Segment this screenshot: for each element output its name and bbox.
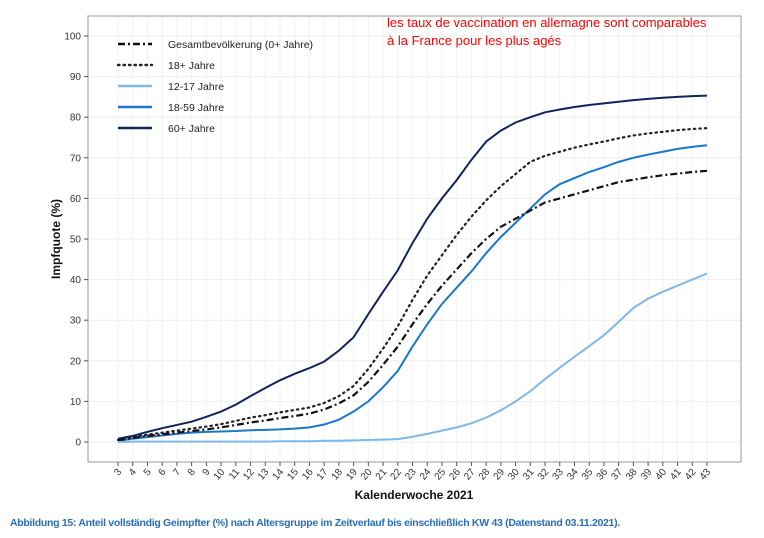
y-tick-label: 0 [75,438,81,449]
x-tick-label: 14 [271,467,287,483]
x-tick-label: 26 [447,467,463,483]
annotation-line-2: à la France pour les plus agés [387,33,562,48]
x-tick-label: 19 [344,467,360,483]
x-tick-label: 25 [433,467,449,483]
figure-caption: Abbildung 15: Anteil vollständig Geimpft… [10,517,620,529]
x-tick-label: 41 [668,467,684,483]
x-tick-label: 17 [315,467,331,483]
x-tick-label: 24 [418,467,434,483]
series-line-3 [117,144,708,442]
x-tick-label: 27 [462,467,478,483]
x-tick-label: 30 [506,467,522,483]
x-tick-label: 13 [256,467,272,483]
y-tick-label: 10 [70,397,82,408]
annotation-note: les taux de vaccination en allemagne son… [387,14,706,50]
series-line-1 [116,127,709,442]
x-tick-label: 43 [698,467,714,483]
y-axis: 0 10 20 30 40 50 60 70 80 90 100 [64,32,88,449]
x-tick-label: 34 [565,467,581,483]
legend-label: Gesamtbevölkerung (0+ Jahre) [168,39,313,51]
x-tick-label: 18 [330,467,346,483]
legend: Gesamtbevölkerung (0+ Jahre) 18+ Jahre 12-… [116,39,313,135]
x-tick-label: 29 [492,467,508,483]
x-tick-label: 40 [654,467,670,483]
x-tick-label: 15 [285,467,301,483]
x-tick-label: 12 [241,467,257,483]
x-tick-label: 28 [477,467,493,483]
x-tick-label: 23 [403,467,419,483]
x-tick-label: 6 [156,467,168,479]
x-tick-label: 36 [595,467,611,483]
x-tick-label: 16 [300,467,316,483]
series-line-4 [117,94,708,440]
x-tick-label: 20 [359,467,375,483]
x-axis-label: Kalenderwoche 2021 [355,488,474,502]
y-tick-label: 40 [70,275,82,286]
series-line-0 [117,169,708,442]
x-tick-label: 3 [112,467,124,479]
y-tick-label: 30 [70,316,82,327]
x-tick-label: 21 [374,467,390,483]
x-tick-label: 4 [127,467,139,479]
y-tick-label: 80 [70,113,82,124]
grid [88,16,741,462]
x-tick-label: 31 [521,467,537,483]
annotation-line-1: les taux de vaccination en allemagne son… [387,15,707,30]
x-tick-label: 7 [171,467,183,479]
x-tick-label: 22 [388,467,404,483]
legend-label: 18+ Jahre [168,60,215,72]
x-tick-label: 5 [142,467,154,479]
y-tick-label: 90 [70,72,82,83]
x-tick-label: 32 [536,467,552,483]
legend-label: 60+ Jahre [168,123,215,135]
series-lines [116,94,709,443]
x-axis: 3 4 5 6 7 8 9 10 11 12 13 14 15 16 17 18 19 20 21 22 23 24 25 2… [112,462,714,483]
y-tick-label: 20 [70,356,82,367]
x-tick-label: 38 [624,467,640,483]
x-tick-label: 37 [609,467,625,483]
y-tick-label: 50 [70,235,82,246]
legend-label: 18-59 Jahre [168,102,224,114]
y-axis-label: Impfquote (%) [49,199,63,279]
x-tick-label: 10 [212,467,228,483]
y-tick-label: 100 [64,32,81,43]
x-tick-label: 35 [580,467,596,483]
x-tick-label: 8 [186,467,198,479]
x-tick-label: 9 [201,467,213,479]
series-line-2 [117,272,708,443]
x-tick-label: 42 [683,467,699,483]
legend-label: 12-17 Jahre [168,81,224,93]
x-tick-label: 33 [550,467,566,483]
x-tick-label: 39 [639,467,655,483]
x-tick-label: 11 [227,467,242,482]
y-tick-label: 70 [70,153,82,164]
y-tick-label: 60 [70,194,82,205]
